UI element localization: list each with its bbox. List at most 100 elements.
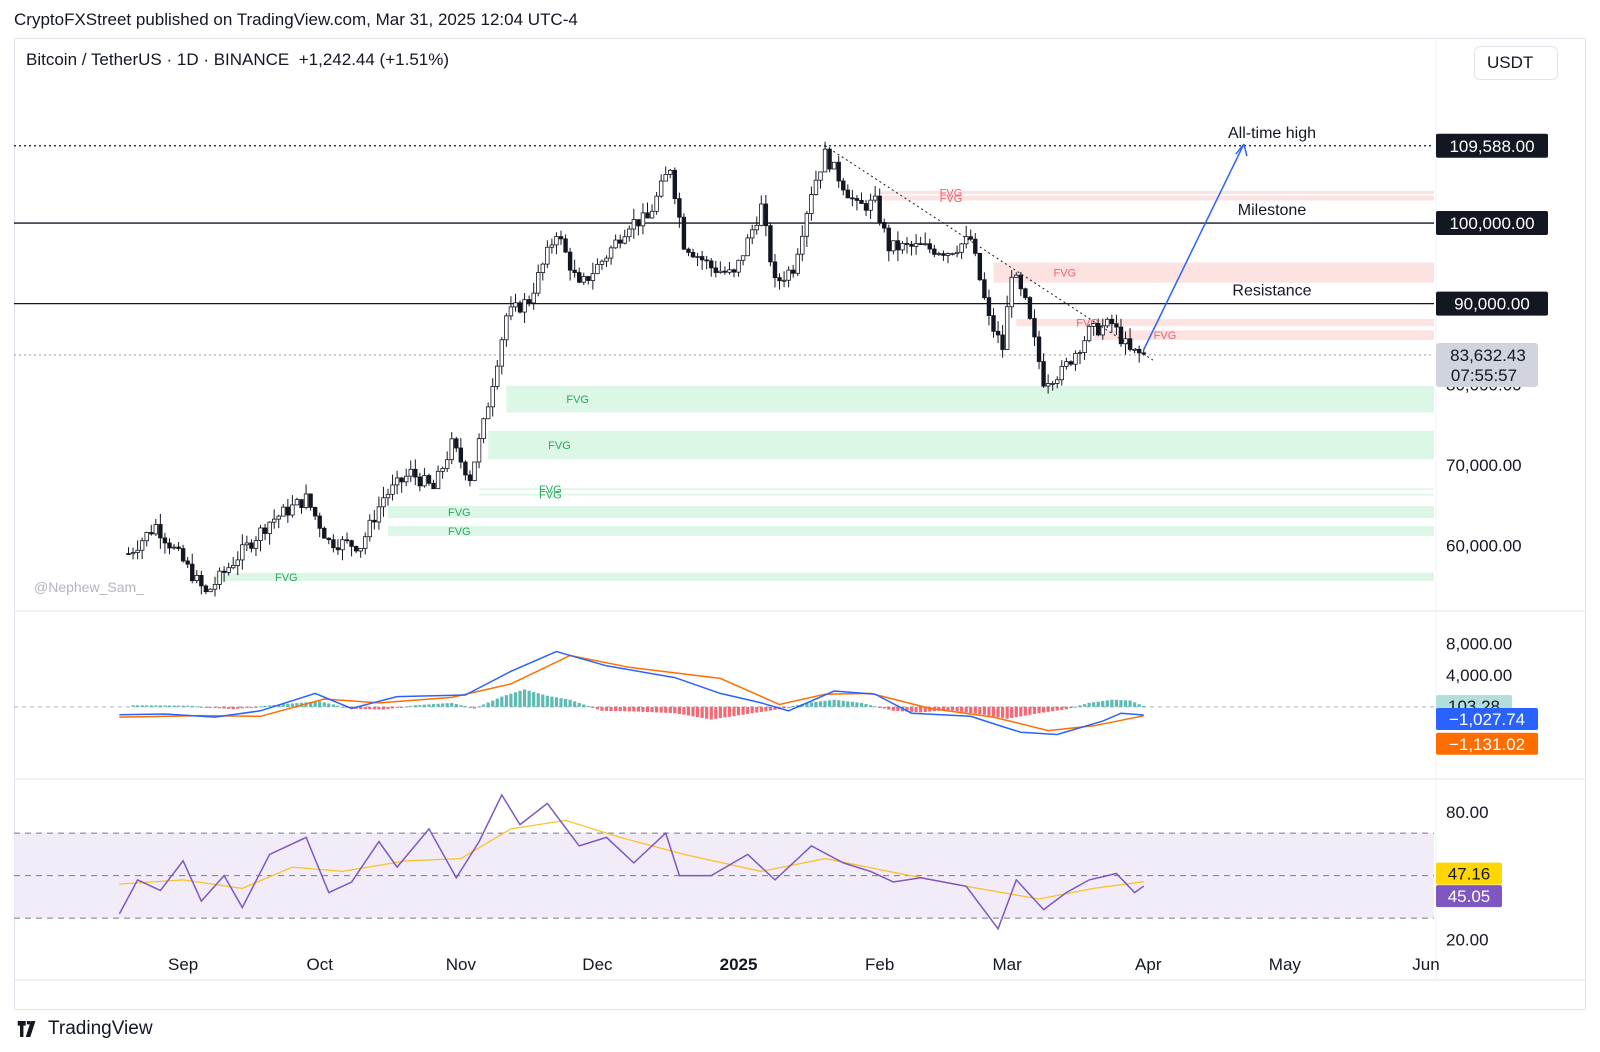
macd-histogram-bar [978,706,982,715]
macd-value-tag: −1,027.74 [1449,710,1525,729]
macd-histogram-bar [176,705,181,707]
fvg-zone [879,190,1434,195]
macd-histogram-bar [1105,700,1109,707]
candle-body [422,475,427,487]
macd-histogram-bar [723,706,727,718]
macd-histogram-bar [664,706,668,713]
macd-histogram-bar [973,706,977,714]
macd-histogram-bar [614,706,618,712]
candle-body [171,546,177,549]
macd-histogram-bar [695,706,700,718]
macd-histogram-bar [445,703,449,707]
candle-body [731,269,737,273]
macd-histogram-bar [522,689,527,707]
candle-body [818,171,823,181]
macd-histogram-bar [495,698,499,707]
macd-histogram-bar [413,705,417,707]
macd-histogram-bar [541,694,545,707]
macd-histogram-bar [131,705,135,707]
chart-frame [14,38,1586,1010]
candle-body [932,248,937,255]
macd-line [119,650,1144,736]
candle-body [158,524,163,539]
rsi-tick: 80.00 [1446,803,1489,822]
time-tick: Sep [168,955,198,974]
candle-body [608,247,614,259]
candle-body [253,540,259,549]
candle-body [513,302,518,308]
candle-body [572,269,577,273]
fvg-label: FVG [448,526,471,538]
macd-histogram-bar [140,705,144,707]
macd-histogram-bar [263,705,267,707]
macd-histogram-bar [837,700,841,707]
candle-body [959,243,964,253]
macd-signal-tag: −1,131.02 [1449,735,1525,754]
fvg-label: FVG [1054,268,1077,280]
candle-body [1000,334,1005,350]
rsi-tick: 20.00 [1446,930,1489,949]
macd-histogram-bar [163,705,167,707]
candle-body [781,279,787,282]
price-tick: 60,000.00 [1446,537,1522,556]
macd-histogram-bar [1032,706,1037,714]
candle-body [130,552,136,555]
candle-body [800,235,805,255]
macd-histogram-bar [677,706,681,714]
candle-body [312,506,318,517]
candle-body [668,169,673,175]
level-tag: 90,000.00 [1454,295,1530,314]
currency-button[interactable]: USDT [1474,46,1558,80]
candle-body [399,477,404,483]
macd-histogram-bar [787,706,791,708]
candle-body [795,253,800,274]
candle-body [385,493,391,499]
candle-body [540,263,545,273]
candle-body [740,255,746,261]
macd-histogram-bar [919,706,923,713]
fvg-zone [388,506,1434,519]
fvg-zone [879,195,1434,201]
macd-histogram-bar [190,706,194,708]
time-tick: Dec [582,955,613,974]
watermark-label: @Nephew_Sam_ [34,579,144,595]
level-label: All-time high [1228,125,1316,142]
tradingview-brand[interactable]: TradingView [14,1018,153,1040]
macd-histogram-bar [450,702,454,707]
candle-body [836,161,841,182]
candle-body [995,330,1001,336]
macd-histogram-bar [955,706,959,712]
candle-body [1118,326,1124,345]
macd-histogram-bar [595,706,600,710]
candle-body [435,470,441,490]
macd-histogram-bar [1041,706,1046,713]
candle-body [258,527,263,541]
level-tag-bg [1436,133,1548,158]
macd-histogram-bar [563,698,568,707]
candle-body [1032,318,1037,338]
fvg-zone [488,431,1434,460]
fvg-label: FVG [448,507,471,519]
candle-body [363,536,368,549]
candle-body [886,227,891,252]
macd-histogram-bar [604,706,609,711]
macd-histogram-bar [727,706,732,717]
macd-histogram-bar [1119,700,1123,707]
candle-body [891,240,896,252]
candle-body [381,497,386,508]
candle-body [221,570,227,573]
macd-histogram-bar [996,706,1000,718]
macd-histogram-bar [1023,706,1027,716]
time-tick: Nov [446,955,477,974]
candle-body [663,174,668,182]
candle-body [877,195,882,223]
candle-body [777,277,782,282]
candle-body [472,461,477,482]
candle-body [868,199,873,211]
candle-body [872,195,878,201]
candle-body [590,273,596,281]
macd-histogram-bar [400,706,404,708]
macd-histogram-bar [714,706,718,719]
macd-histogram-bar [217,706,222,709]
